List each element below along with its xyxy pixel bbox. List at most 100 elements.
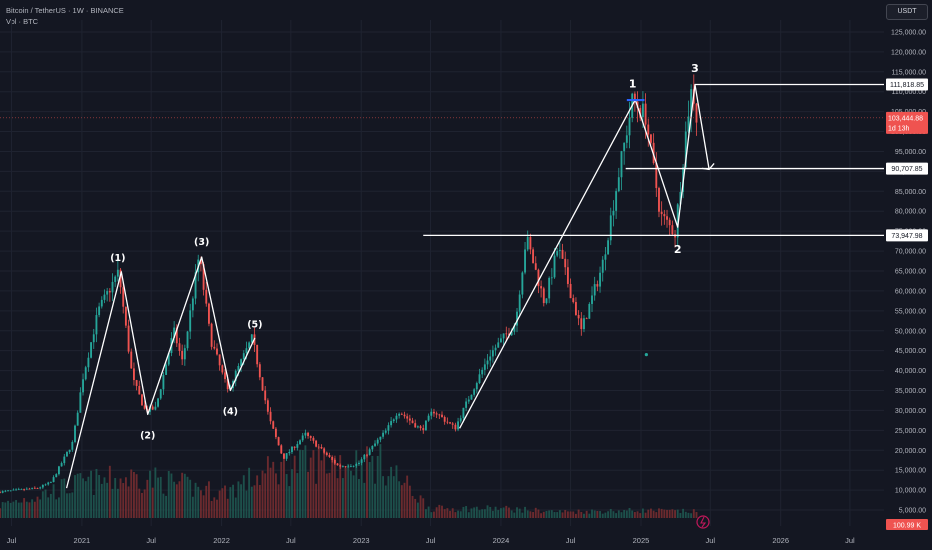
volume-bar	[74, 475, 76, 518]
volume-bar	[301, 449, 304, 518]
volume-bar	[516, 507, 518, 518]
volume-bar	[406, 475, 409, 518]
volume-bar	[98, 475, 101, 518]
y-tick-label: 20,000.00	[895, 448, 926, 455]
volume-bar	[23, 498, 26, 518]
time-axis[interactable]: Jul 2021 Jul 2022 Jul 2023 Jul 2024 Jul 2025 Jul 20…	[7, 515, 855, 545]
volume-bar	[384, 485, 387, 518]
grid	[0, 20, 884, 526]
candle-body	[676, 204, 679, 238]
volume-bar	[658, 508, 660, 518]
volume-bar	[358, 479, 360, 518]
candle-body	[114, 276, 117, 282]
x-tick-label: Jul	[286, 536, 296, 545]
volume-bar	[540, 513, 543, 518]
volume-bar	[382, 476, 385, 518]
volume-bar	[416, 502, 419, 518]
candle-body	[470, 394, 473, 400]
volume-bar	[371, 455, 374, 518]
candles	[0, 74, 698, 494]
candle-body	[433, 411, 435, 414]
lightning-icon[interactable]	[696, 515, 710, 529]
volume-bar	[60, 479, 63, 518]
volume-bar	[111, 488, 114, 518]
x-tick-label: 2022	[213, 536, 230, 545]
volume-bar	[564, 509, 567, 518]
candle-body	[133, 368, 135, 381]
candle-body	[633, 93, 636, 102]
candle-body	[379, 436, 382, 440]
candle-body	[483, 364, 486, 370]
candle-body	[566, 267, 569, 284]
volume-bar	[451, 508, 454, 518]
volume-bar	[253, 485, 256, 518]
volume-bar	[173, 481, 176, 518]
candle-body	[63, 456, 66, 464]
volume-bar	[274, 473, 277, 518]
candle-body	[400, 413, 403, 415]
volume-bar	[585, 510, 588, 518]
volume-bar	[135, 474, 138, 518]
volume-bar	[655, 512, 658, 518]
y-tick-label: 120,000.00	[891, 49, 926, 56]
y-tick-label: 35,000.00	[895, 388, 926, 395]
y-tick-label: 30,000.00	[895, 408, 926, 415]
volume-bar	[478, 510, 481, 518]
x-tick-label: Jul	[146, 536, 156, 545]
candle-body	[122, 287, 125, 307]
volume-bar	[151, 487, 154, 518]
candle-body	[497, 342, 500, 348]
candle-body	[435, 413, 438, 415]
candle-body	[419, 426, 422, 429]
volume-bar	[419, 495, 422, 518]
candle-body	[141, 394, 143, 406]
volume-bar	[457, 510, 460, 518]
wave-label: (1)	[110, 253, 125, 264]
candle-body	[218, 354, 221, 366]
candle-body	[301, 435, 304, 441]
price-axis[interactable]: 5,000.00 10,000.00 15,000.00 20,000.00 25,00…	[886, 29, 928, 530]
candle-body	[666, 216, 668, 220]
candle-body	[194, 272, 197, 299]
volume-bar	[529, 511, 532, 518]
candle-body	[524, 249, 526, 273]
volume-bar	[63, 478, 66, 518]
candle-body	[529, 237, 532, 250]
currency-button[interactable]: USDT	[886, 4, 928, 20]
wave-label: (2)	[140, 430, 155, 441]
volume-bar	[49, 493, 52, 518]
candle-body	[395, 415, 398, 420]
volume-bar	[628, 507, 631, 518]
volume-bar	[352, 475, 355, 518]
volume-bar	[692, 509, 695, 518]
candle-body	[208, 303, 210, 324]
volume-bar	[639, 513, 642, 518]
level-price-label: 73,947.98	[891, 233, 922, 240]
candle-body	[349, 466, 352, 468]
volume-bar	[234, 497, 237, 518]
candle-body	[690, 89, 693, 117]
volume-bar	[90, 470, 93, 518]
volume-bar	[328, 472, 331, 518]
candle-body	[625, 135, 628, 143]
candle-body	[106, 291, 109, 295]
volume-bar	[644, 512, 647, 518]
volume-bar	[532, 511, 535, 518]
x-tick-label: Jul	[7, 536, 17, 545]
candle-body	[526, 237, 529, 250]
volume-bar	[205, 485, 208, 518]
candle-body	[473, 389, 476, 395]
signal-dot	[644, 353, 648, 357]
candle-body	[601, 259, 604, 273]
volume-bar	[376, 455, 379, 518]
volume-bar	[114, 478, 117, 518]
volume-bar	[542, 511, 545, 518]
candle-body	[392, 419, 395, 422]
candle-body	[591, 295, 593, 304]
volume-bar	[566, 511, 569, 518]
volume-bar	[149, 470, 151, 518]
candle-body	[344, 466, 347, 467]
candle-body	[87, 357, 90, 368]
volume-bar	[505, 505, 508, 518]
